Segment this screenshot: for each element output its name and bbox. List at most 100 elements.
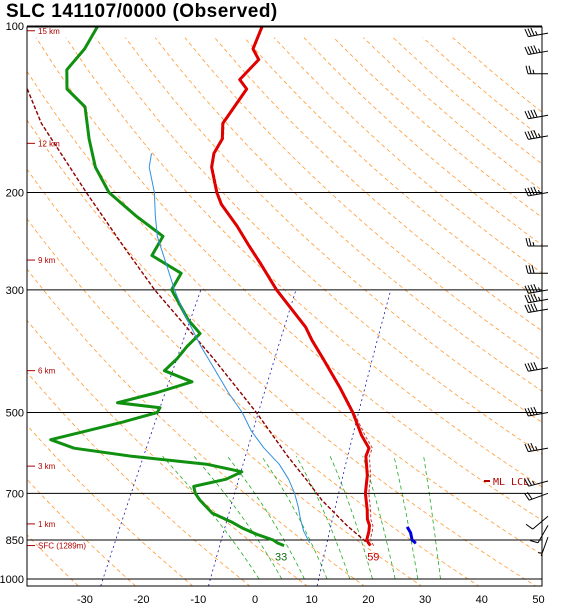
barb-staff xyxy=(528,367,549,372)
dewpoint-line xyxy=(49,27,285,547)
barb-half-flag xyxy=(537,296,541,301)
dry-adiabat xyxy=(452,37,542,113)
moist-adiabat xyxy=(261,456,328,580)
barb-flag xyxy=(533,109,538,118)
wind-barb xyxy=(525,265,548,274)
barb-flag xyxy=(526,492,533,500)
storm-motion-line xyxy=(405,526,417,545)
pressure-tick-label: 1000 xyxy=(0,574,24,586)
barb-flag xyxy=(530,187,535,196)
wind-barb xyxy=(524,109,549,120)
barb-flag xyxy=(533,284,538,292)
barb-flag xyxy=(530,407,535,416)
dry-adiabat xyxy=(27,534,80,586)
barb-flag xyxy=(528,65,532,74)
wind-barb xyxy=(524,27,549,38)
barb-flag xyxy=(524,28,529,37)
dry-adiabat xyxy=(27,268,365,586)
barb-staff xyxy=(528,447,549,453)
temp-tick-label: -10 xyxy=(190,594,206,605)
pressure-tick-label: 300 xyxy=(6,285,24,297)
mixing-ratio-line xyxy=(100,289,202,586)
barb-flag xyxy=(524,304,529,313)
barb-flag xyxy=(525,523,533,530)
wind-barb xyxy=(524,442,549,453)
barb-staff xyxy=(528,308,549,314)
barb-staff xyxy=(528,298,549,304)
barb-staff xyxy=(529,492,549,501)
height-label: 3 km xyxy=(38,462,56,471)
barb-flag xyxy=(525,237,529,247)
height-label: 1 km xyxy=(38,520,56,529)
dry-adiabat xyxy=(214,37,542,332)
barb-flag xyxy=(527,285,532,294)
barb-staff xyxy=(528,191,549,197)
barb-flag xyxy=(527,407,532,416)
barb-half-flag xyxy=(532,241,535,247)
pressure-tick-label: 700 xyxy=(6,488,24,500)
barb-flag xyxy=(524,478,530,487)
barb-flag xyxy=(524,363,529,372)
moist-adiabat xyxy=(162,456,260,580)
parcel-trace-line xyxy=(27,86,371,547)
dry-adiabat xyxy=(27,424,194,586)
barb-half-flag xyxy=(537,48,541,53)
wind-barb xyxy=(524,130,549,140)
lcl-label: ML LCL xyxy=(493,477,529,488)
wind-barb xyxy=(524,293,549,304)
moist-adiabat xyxy=(362,456,396,580)
barb-flag xyxy=(524,443,529,452)
barb-half-flag xyxy=(537,189,541,195)
dry-adiabat xyxy=(184,37,542,362)
temp-tick-label: 20 xyxy=(362,594,374,605)
barb-half-flag xyxy=(532,480,535,485)
barb-flag xyxy=(527,362,532,371)
dry-adiabat xyxy=(125,37,542,423)
profile-lines xyxy=(27,27,417,547)
temp-tick-label: 40 xyxy=(476,594,488,605)
barb-flag xyxy=(529,539,539,544)
barb-flag xyxy=(533,293,538,302)
wind-barb xyxy=(524,361,549,372)
barb-flag xyxy=(524,408,529,417)
chart-title: SLC 141107/0000 (Observed) xyxy=(6,1,278,22)
isobars xyxy=(27,25,542,580)
mixing-ratio-line xyxy=(316,289,392,586)
wind-barb xyxy=(524,284,549,294)
dry-adiabat xyxy=(95,37,542,455)
barb-flag xyxy=(524,493,530,501)
dry-adiabat xyxy=(27,319,308,586)
wind-barb xyxy=(525,515,549,530)
temp-tick-label: -30 xyxy=(77,594,93,605)
barb-flag xyxy=(533,45,538,54)
plot-frame xyxy=(26,26,543,587)
height-label: 15 km xyxy=(38,27,60,36)
barb-staff xyxy=(537,525,549,543)
barb-staff xyxy=(528,135,549,140)
barb-flag xyxy=(527,46,532,55)
barb-staff xyxy=(528,50,549,56)
barb-half-flag xyxy=(537,133,541,138)
barb-flag xyxy=(527,294,532,303)
dry-adiabat xyxy=(303,37,542,246)
barb-flag xyxy=(524,46,529,55)
barb-flag xyxy=(527,443,532,452)
barb-flag xyxy=(525,65,529,74)
barb-staff xyxy=(532,515,549,530)
barb-staff xyxy=(528,32,549,38)
barb-half-flag xyxy=(532,69,535,74)
wind-barb xyxy=(525,65,548,75)
dry-adiabat xyxy=(392,37,542,165)
dry-adiabat xyxy=(273,37,542,274)
height-label: 9 km xyxy=(38,256,56,265)
barb-flag xyxy=(531,265,535,274)
dry-adiabat xyxy=(27,168,480,586)
barb-flag xyxy=(530,293,535,302)
barb-flag xyxy=(527,477,533,486)
barb-half-flag xyxy=(537,287,541,292)
dry-adiabat xyxy=(35,37,542,521)
wetbulb-line xyxy=(148,153,311,544)
barb-flag xyxy=(530,109,535,118)
temperature-line xyxy=(210,27,372,547)
